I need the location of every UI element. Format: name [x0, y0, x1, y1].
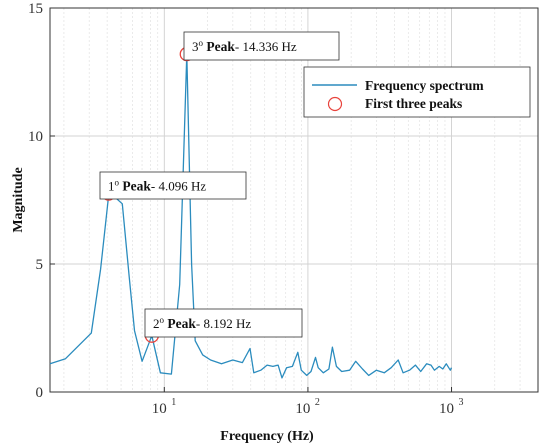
annotation-peak1: 1o Peak- 4.096 Hz — [99, 171, 247, 200]
x-tick-label: 10 — [295, 401, 310, 417]
x-tick-label: 10 — [439, 401, 454, 417]
x-axis-title: Frequency (Hz) — [220, 429, 314, 444]
x-tick-exponent: 1 — [171, 397, 176, 408]
annotation-text: 1o Peak- 4.096 Hz — [108, 178, 206, 194]
legend-marker-swatch — [327, 96, 343, 112]
y-axis-title: Magnitude — [11, 167, 26, 232]
annotation-peak3: 3o Peak- 14.336 Hz — [183, 31, 340, 61]
x-tick-exponent: 2 — [315, 397, 320, 408]
axis-ticks: 0 5 10 15 10 1 10 2 10 3 — [28, 1, 464, 417]
annotation-peak2: 2o Peak- 8.192 Hz — [144, 308, 303, 338]
y-tick-label: 15 — [28, 1, 43, 17]
y-tick-label: 0 — [36, 385, 44, 401]
legend-label-peaks: First three peaks — [365, 96, 462, 111]
annotation-text: 3o Peak- 14.336 Hz — [192, 38, 297, 54]
annotation-box — [144, 308, 303, 338]
annotation-box — [99, 171, 247, 200]
x-tick-exponent: 3 — [459, 397, 464, 408]
annotation-box — [183, 31, 340, 61]
y-tick-label: 5 — [36, 257, 44, 273]
legend-label-spectrum: Frequency spectrum — [365, 78, 484, 93]
legend-box — [303, 66, 531, 118]
peak-annotations: 1o Peak- 4.096 Hz 2o Peak- 8.192 Hz 3o Pea… — [99, 31, 340, 338]
y-tick-label: 10 — [28, 129, 43, 145]
legend: Frequency spectrum First three peaks — [303, 66, 531, 118]
x-tick-label: 10 — [152, 401, 167, 417]
plot-frame — [49, 7, 539, 393]
annotation-text: 2o Peak- 8.192 Hz — [153, 315, 251, 331]
